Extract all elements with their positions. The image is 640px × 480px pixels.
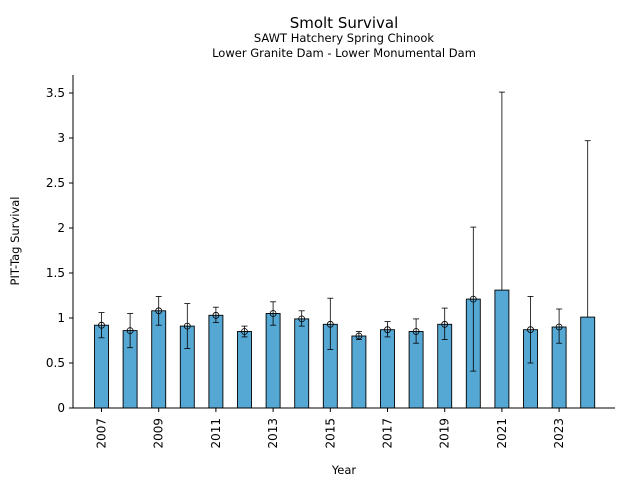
bar-2011: [208, 314, 224, 409]
y-axis-label: PIT-Tag Survival: [8, 197, 22, 286]
point-marker-2011: [212, 311, 220, 319]
x-axis-label: Year: [331, 463, 357, 477]
point-marker-2017: [384, 326, 391, 334]
x-tick-label-2009: 2009: [152, 418, 166, 449]
chart-subtitle-line-1: SAWT Hatchery Spring Chinook: [254, 31, 435, 45]
bar-2014: [294, 318, 310, 409]
point-marker-2010: [183, 322, 191, 330]
point-marker-2023: [555, 323, 563, 331]
y-tick-label-0.5: 0.5: [46, 356, 65, 370]
x-tick-label-2017: 2017: [381, 418, 395, 449]
point-marker-2007: [98, 321, 105, 329]
point-marker-2016: [355, 332, 363, 340]
point-marker-2012: [241, 328, 248, 335]
point-marker-2014: [298, 315, 306, 323]
point-marker-2009: [155, 307, 163, 315]
x-tick-label-2011: 2011: [209, 418, 223, 449]
x-tick-label-2013: 2013: [266, 418, 280, 449]
plot-area: [94, 91, 596, 409]
chart-title: Smolt Survival: [290, 14, 399, 32]
bar-2016: [351, 335, 367, 409]
x-tick-label-2019: 2019: [438, 418, 452, 449]
y-tick-label-3.5: 3.5: [46, 86, 65, 100]
y-tick-label-1: 1: [57, 311, 65, 325]
point-marker-2008: [126, 327, 134, 335]
bar-2021: [494, 289, 510, 409]
point-marker-2013: [269, 310, 277, 317]
bar-2012: [237, 331, 252, 409]
y-tick-label-2: 2: [57, 221, 65, 235]
point-marker-2019: [441, 320, 449, 328]
y-tick-label-1.5: 1.5: [46, 266, 65, 280]
point-marker-2015: [326, 320, 334, 328]
chart-subtitle-line-2: Lower Granite Dam - Lower Monumental Dam: [212, 46, 476, 60]
point-marker-2020: [469, 295, 477, 303]
x-tick-label-2007: 2007: [95, 418, 109, 449]
x-tick-label-2023: 2023: [552, 418, 566, 449]
bar-2024: [580, 316, 596, 409]
bar-2017: [380, 329, 395, 409]
x-tick-label-2021: 2021: [495, 418, 509, 449]
point-marker-2022: [527, 326, 534, 334]
x-tick-label-2015: 2015: [323, 418, 337, 449]
y-tick-label-2.5: 2.5: [46, 176, 65, 190]
point-marker-2018: [412, 328, 420, 335]
y-tick-label-0: 0: [57, 401, 65, 415]
y-tick-label-3: 3: [57, 131, 65, 145]
bar-2013: [265, 313, 281, 409]
